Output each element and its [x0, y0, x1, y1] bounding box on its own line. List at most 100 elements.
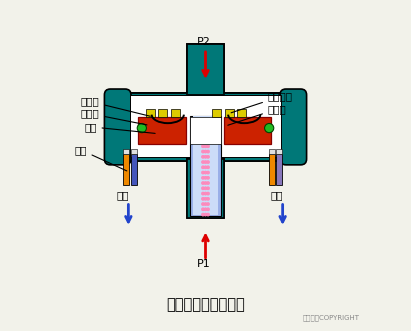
- Circle shape: [206, 181, 210, 185]
- Circle shape: [204, 150, 207, 153]
- Bar: [190, 116, 221, 216]
- Bar: [187, 159, 224, 218]
- Circle shape: [204, 181, 207, 185]
- Circle shape: [206, 166, 210, 169]
- Circle shape: [265, 123, 274, 133]
- Circle shape: [201, 202, 205, 206]
- Circle shape: [201, 129, 205, 132]
- Circle shape: [206, 213, 210, 216]
- Circle shape: [201, 139, 205, 143]
- Bar: [146, 109, 155, 117]
- Circle shape: [201, 192, 205, 195]
- Text: P2: P2: [197, 37, 211, 47]
- Circle shape: [204, 166, 207, 169]
- Bar: [269, 154, 275, 185]
- Circle shape: [204, 118, 207, 122]
- Text: 东方仿真COPYRIGHT: 东方仿真COPYRIGHT: [303, 315, 360, 321]
- Circle shape: [206, 192, 210, 195]
- Circle shape: [206, 197, 210, 201]
- Bar: [187, 159, 224, 218]
- Circle shape: [206, 129, 210, 132]
- Bar: [171, 109, 180, 117]
- Circle shape: [201, 208, 205, 211]
- Text: 高压腔: 高压腔: [81, 109, 147, 125]
- Circle shape: [206, 176, 210, 180]
- Circle shape: [204, 176, 207, 180]
- Circle shape: [201, 160, 205, 164]
- Circle shape: [201, 139, 205, 143]
- Text: 扩散硅式压力传感器: 扩散硅式压力传感器: [166, 298, 245, 312]
- Bar: [187, 44, 224, 95]
- Circle shape: [201, 118, 205, 122]
- Circle shape: [201, 171, 205, 174]
- Circle shape: [206, 139, 210, 143]
- Circle shape: [204, 171, 207, 174]
- Text: P1: P1: [197, 259, 211, 269]
- Circle shape: [201, 186, 205, 190]
- Circle shape: [206, 134, 210, 138]
- Circle shape: [206, 176, 210, 180]
- Circle shape: [206, 186, 210, 190]
- Circle shape: [204, 118, 207, 122]
- Circle shape: [206, 155, 210, 159]
- Circle shape: [206, 208, 210, 211]
- Circle shape: [206, 192, 210, 195]
- Circle shape: [204, 166, 207, 169]
- Circle shape: [206, 150, 210, 153]
- Circle shape: [204, 123, 207, 127]
- Circle shape: [204, 145, 207, 148]
- Circle shape: [206, 213, 210, 216]
- Circle shape: [201, 155, 205, 159]
- Circle shape: [201, 166, 205, 169]
- Circle shape: [204, 145, 207, 148]
- Circle shape: [204, 123, 207, 127]
- Circle shape: [201, 134, 205, 138]
- Circle shape: [204, 181, 207, 185]
- Circle shape: [204, 202, 207, 206]
- Polygon shape: [112, 44, 299, 161]
- Circle shape: [204, 213, 207, 216]
- Bar: [123, 154, 129, 185]
- Circle shape: [206, 202, 210, 206]
- Circle shape: [206, 150, 210, 153]
- Circle shape: [206, 134, 210, 138]
- Circle shape: [137, 123, 146, 133]
- Circle shape: [204, 176, 207, 180]
- Circle shape: [204, 208, 207, 211]
- Circle shape: [204, 171, 207, 174]
- Bar: [193, 116, 218, 215]
- Text: 硅杯: 硅杯: [84, 122, 155, 133]
- Circle shape: [204, 197, 207, 201]
- Circle shape: [201, 150, 205, 153]
- Text: 引线: 引线: [74, 145, 127, 171]
- Bar: [212, 109, 221, 117]
- Circle shape: [201, 145, 205, 148]
- Circle shape: [201, 176, 205, 180]
- Circle shape: [206, 139, 210, 143]
- Bar: [190, 117, 221, 144]
- Text: 电流: 电流: [270, 190, 283, 200]
- Circle shape: [206, 123, 210, 127]
- Circle shape: [204, 192, 207, 195]
- Circle shape: [206, 208, 210, 211]
- Circle shape: [204, 139, 207, 143]
- Text: 低压腔: 低压腔: [81, 97, 150, 116]
- Circle shape: [204, 160, 207, 164]
- Circle shape: [204, 192, 207, 195]
- Circle shape: [204, 129, 207, 132]
- Bar: [276, 154, 282, 185]
- Circle shape: [201, 123, 205, 127]
- FancyBboxPatch shape: [104, 89, 131, 165]
- Circle shape: [201, 192, 205, 195]
- Circle shape: [204, 134, 207, 138]
- Circle shape: [206, 123, 210, 127]
- Circle shape: [201, 197, 205, 201]
- Bar: [237, 109, 246, 117]
- Bar: [123, 149, 129, 154]
- Bar: [112, 93, 299, 161]
- Bar: [224, 109, 234, 117]
- Circle shape: [206, 197, 210, 201]
- Text: 电流: 电流: [116, 190, 129, 200]
- Bar: [269, 149, 275, 154]
- Circle shape: [206, 160, 210, 164]
